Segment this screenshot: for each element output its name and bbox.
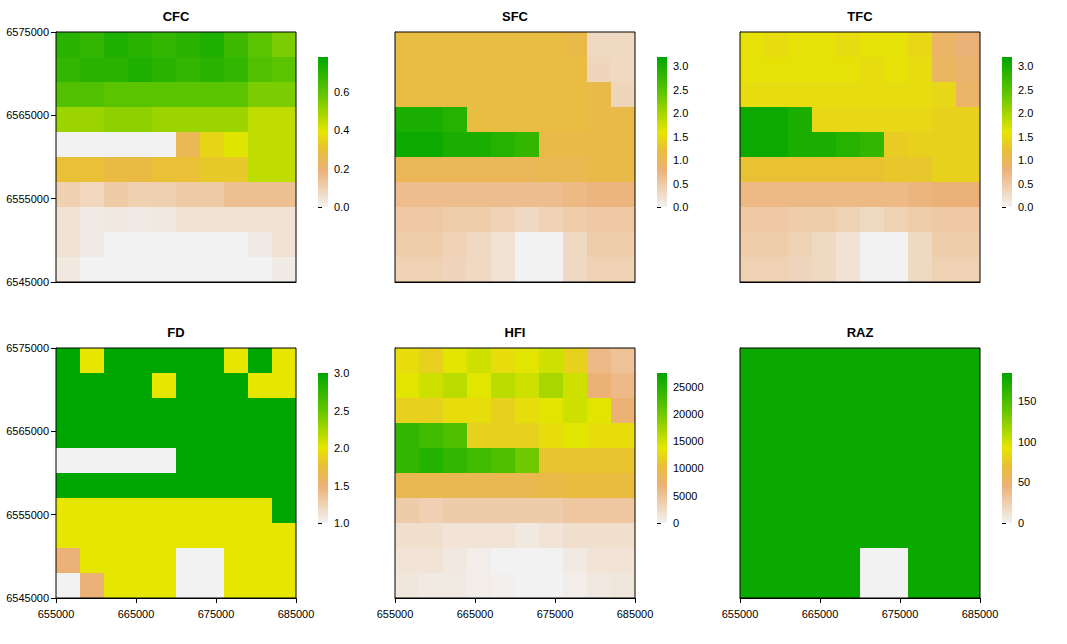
- svg-text:675000: 675000: [537, 608, 574, 620]
- svg-text:655000: 655000: [722, 608, 759, 620]
- svg-text:6565000: 6565000: [6, 109, 49, 121]
- svg-text:665000: 665000: [118, 608, 155, 620]
- svg-text:1.5: 1.5: [673, 131, 688, 143]
- svg-text:10000: 10000: [673, 462, 704, 474]
- svg-text:CFC: CFC: [163, 9, 190, 24]
- svg-text:655000: 655000: [38, 608, 75, 620]
- svg-text:50: 50: [1018, 476, 1030, 488]
- svg-text:0.0: 0.0: [1018, 201, 1033, 213]
- svg-text:655000: 655000: [377, 608, 414, 620]
- svg-text:15000: 15000: [673, 435, 704, 447]
- svg-text:0.6: 0.6: [334, 86, 349, 98]
- svg-text:0.5: 0.5: [1018, 178, 1033, 190]
- svg-text:5000: 5000: [673, 490, 697, 502]
- svg-text:1.5: 1.5: [1018, 131, 1033, 143]
- svg-text:675000: 675000: [882, 608, 919, 620]
- svg-text:2.5: 2.5: [334, 405, 349, 417]
- svg-text:0: 0: [673, 517, 679, 529]
- svg-text:6545000: 6545000: [6, 592, 49, 604]
- svg-text:100: 100: [1018, 436, 1036, 448]
- svg-text:25000: 25000: [673, 381, 704, 393]
- svg-text:RAZ: RAZ: [847, 325, 874, 340]
- svg-text:1.0: 1.0: [334, 517, 349, 529]
- svg-text:2.5: 2.5: [673, 84, 688, 96]
- svg-text:0.5: 0.5: [673, 178, 688, 190]
- svg-text:6575000: 6575000: [6, 26, 49, 38]
- svg-text:1.0: 1.0: [1018, 154, 1033, 166]
- svg-text:2.5: 2.5: [1018, 84, 1033, 96]
- svg-text:0: 0: [1018, 517, 1024, 529]
- svg-text:2.0: 2.0: [334, 442, 349, 454]
- svg-text:3.0: 3.0: [1018, 60, 1033, 72]
- svg-text:685000: 685000: [278, 608, 315, 620]
- svg-text:6575000: 6575000: [6, 342, 49, 354]
- svg-text:FD: FD: [167, 325, 184, 340]
- svg-text:150: 150: [1018, 395, 1036, 407]
- svg-text:685000: 685000: [617, 608, 654, 620]
- svg-text:0.4: 0.4: [334, 124, 349, 136]
- svg-text:20000: 20000: [673, 408, 704, 420]
- svg-text:0.0: 0.0: [334, 201, 349, 213]
- svg-text:TFC: TFC: [847, 9, 873, 24]
- svg-text:665000: 665000: [802, 608, 839, 620]
- svg-text:0.2: 0.2: [334, 163, 349, 175]
- svg-text:6565000: 6565000: [6, 425, 49, 437]
- svg-text:6545000: 6545000: [6, 276, 49, 288]
- svg-text:1.0: 1.0: [673, 154, 688, 166]
- svg-text:2.0: 2.0: [1018, 107, 1033, 119]
- svg-text:675000: 675000: [198, 608, 235, 620]
- svg-text:6555000: 6555000: [6, 193, 49, 205]
- svg-text:685000: 685000: [962, 608, 999, 620]
- svg-text:SFC: SFC: [502, 9, 529, 24]
- svg-text:3.0: 3.0: [334, 367, 349, 379]
- svg-text:665000: 665000: [457, 608, 494, 620]
- svg-text:1.5: 1.5: [334, 480, 349, 492]
- svg-text:0.0: 0.0: [673, 201, 688, 213]
- svg-text:2.0: 2.0: [673, 107, 688, 119]
- svg-text:6555000: 6555000: [6, 509, 49, 521]
- svg-text:HFI: HFI: [505, 325, 526, 340]
- svg-text:3.0: 3.0: [673, 60, 688, 72]
